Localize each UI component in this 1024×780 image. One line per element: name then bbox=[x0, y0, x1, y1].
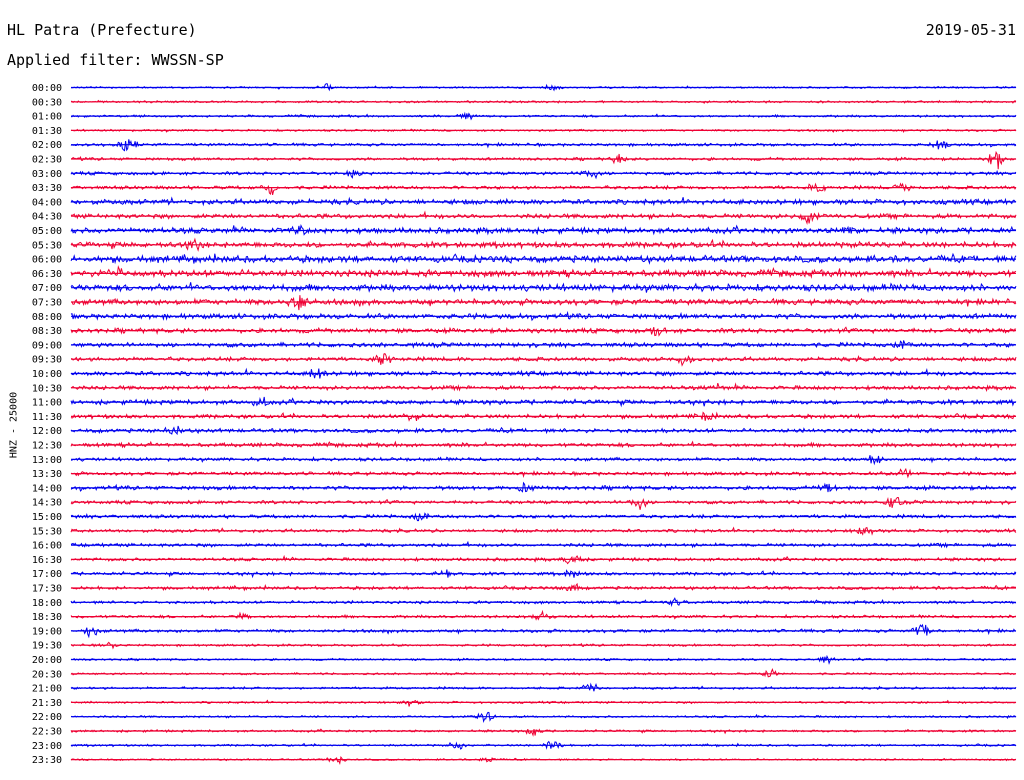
seismic-trace bbox=[70, 382, 1017, 392]
seismic-trace bbox=[70, 265, 1017, 279]
time-tick-label: 03:00 bbox=[32, 169, 62, 180]
time-tick-label: 06:00 bbox=[32, 255, 62, 266]
time-tick-label: 05:30 bbox=[32, 240, 62, 251]
seismic-trace bbox=[70, 411, 1017, 422]
time-tick-label: 14:00 bbox=[32, 483, 62, 494]
time-tick-label: 00:30 bbox=[32, 97, 62, 108]
time-tick-label: 15:30 bbox=[32, 526, 62, 537]
time-tick-label: 04:30 bbox=[32, 212, 62, 223]
time-tick-label: 12:00 bbox=[32, 426, 62, 437]
time-tick-label: 14:30 bbox=[32, 498, 62, 509]
time-tick-label: 15:00 bbox=[32, 512, 62, 523]
time-tick-label: 09:30 bbox=[32, 355, 62, 366]
time-tick-label: 07:00 bbox=[32, 283, 62, 294]
seismic-trace bbox=[70, 282, 1017, 294]
seismic-trace bbox=[70, 182, 1017, 196]
time-tick-label: 18:30 bbox=[32, 612, 62, 623]
time-tick-label: 05:00 bbox=[32, 226, 62, 237]
time-tick-label: 00:00 bbox=[32, 83, 62, 94]
seismic-trace bbox=[70, 668, 1017, 678]
time-tick-label: 11:00 bbox=[32, 398, 62, 409]
seismic-trace bbox=[70, 196, 1017, 207]
seismic-trace bbox=[70, 150, 1017, 170]
time-tick-label: 19:00 bbox=[32, 626, 62, 637]
time-tick-label: 17:30 bbox=[32, 584, 62, 595]
time-tick-label: 10:00 bbox=[32, 369, 62, 380]
time-tick-label: 04:00 bbox=[32, 197, 62, 208]
time-tick-label: 08:00 bbox=[32, 312, 62, 323]
time-tick-label: 01:00 bbox=[32, 112, 62, 123]
seismic-trace bbox=[70, 425, 1017, 436]
seismic-trace bbox=[70, 756, 1017, 766]
time-tick-label: 22:00 bbox=[32, 712, 62, 723]
time-tick-label: 10:30 bbox=[32, 383, 62, 394]
seismic-trace bbox=[70, 210, 1017, 226]
time-tick-label: 22:30 bbox=[32, 727, 62, 738]
seismic-trace bbox=[70, 252, 1017, 265]
date-label: 2019-05-31 bbox=[925, 21, 1016, 39]
time-tick-label: 13:00 bbox=[32, 455, 62, 466]
time-tick-label: 01:30 bbox=[32, 126, 62, 137]
time-tick-label: 11:30 bbox=[32, 412, 62, 423]
time-tick-label: 02:00 bbox=[32, 140, 62, 151]
time-tick-label: 08:30 bbox=[32, 326, 62, 337]
time-tick-label: 03:30 bbox=[32, 183, 62, 194]
seismic-trace bbox=[70, 340, 1017, 349]
seismic-trace bbox=[70, 467, 1017, 479]
seismic-trace bbox=[70, 699, 1017, 707]
time-tick-label: 16:00 bbox=[32, 541, 62, 552]
seismic-trace bbox=[70, 609, 1016, 621]
time-tick-label: 12:30 bbox=[32, 441, 62, 452]
station-title: HL Patra (Prefecture) bbox=[7, 21, 197, 39]
time-tick-label: 16:30 bbox=[32, 555, 62, 566]
time-tick-label: 02:30 bbox=[32, 155, 62, 166]
time-tick-label: 20:30 bbox=[32, 669, 62, 680]
time-tick-label: 23:00 bbox=[32, 741, 62, 752]
time-tick-label: 07:30 bbox=[32, 298, 62, 309]
time-tick-label: 21:00 bbox=[32, 684, 62, 695]
seismic-trace bbox=[70, 728, 1017, 737]
seismic-trace bbox=[70, 326, 1017, 337]
seismic-trace bbox=[71, 295, 1017, 311]
time-tick-label: 21:30 bbox=[32, 698, 62, 709]
time-tick-label: 06:30 bbox=[32, 269, 62, 280]
filter-subtitle: Applied filter: WWSSN-SP bbox=[7, 51, 224, 69]
seismic-trace bbox=[70, 496, 1017, 510]
time-tick-label: 18:00 bbox=[32, 598, 62, 609]
time-tick-label: 09:00 bbox=[32, 340, 62, 351]
time-tick-label: 19:30 bbox=[32, 641, 62, 652]
time-tick-label: 13:30 bbox=[32, 469, 62, 480]
time-tick-label: 20:00 bbox=[32, 655, 62, 666]
time-tick-label: 17:00 bbox=[32, 569, 62, 580]
time-tick-label: 23:30 bbox=[32, 755, 62, 766]
